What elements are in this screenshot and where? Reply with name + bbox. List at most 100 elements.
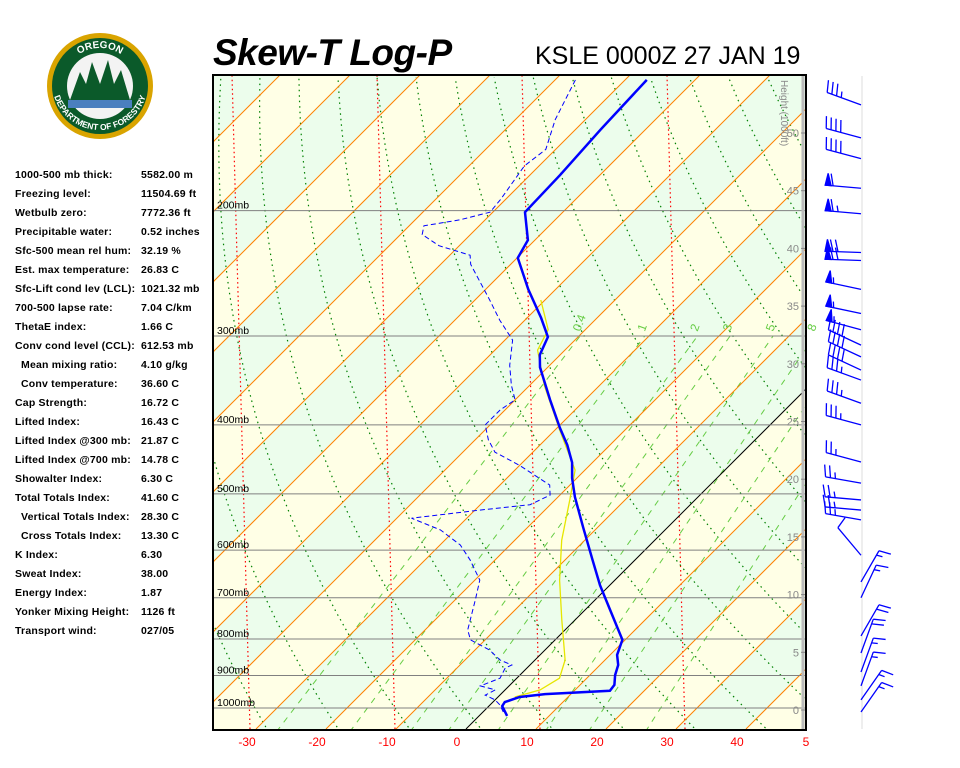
wind-barb-feather: [878, 550, 892, 555]
height-tick-label: 45: [787, 186, 799, 198]
temperature-band: [214, 76, 805, 701]
stat-value: 28.30 C: [141, 511, 180, 523]
isotherm-line: [465, 389, 805, 729]
wind-barb-feather: [824, 501, 827, 514]
mixing-ratio-line: [351, 335, 646, 729]
isobar-label: 1000mb: [217, 697, 255, 709]
logo-top-text: OREGON: [75, 40, 125, 57]
stat-label: Conv cond level (CCL):: [15, 340, 135, 352]
height-tick-label: 20: [787, 474, 799, 486]
stat-value: 11504.69 ft: [141, 188, 197, 200]
mixing-ratio-label: 3: [720, 322, 736, 333]
stat-label: Lifted Index @700 mb:: [15, 454, 131, 466]
red-dotted-guide: [376, 76, 396, 729]
wind-barb-feather: [826, 80, 830, 93]
x-tick-label: -20: [308, 735, 326, 749]
stat-label: Total Totals Index:: [15, 492, 110, 504]
isobar-label: 200mb: [217, 200, 249, 212]
dry-adiabat: [807, 78, 960, 732]
stat-value: 6.30 C: [141, 473, 174, 485]
stat-label: Sfc-Lift cond lev (LCL):: [15, 283, 136, 295]
wind-barb-feather: [835, 382, 839, 395]
x-tick-label: 10: [520, 735, 534, 749]
wind-barb-staff: [860, 669, 883, 701]
x-tick-label: 20: [590, 735, 604, 749]
wind-barbs: [822, 76, 894, 729]
x-tick-label: -30: [238, 735, 256, 749]
wind-barb: [826, 355, 862, 381]
mixing-ratio-line: [411, 335, 698, 729]
stat-value: 16.43 C: [141, 416, 180, 428]
isotherm-line: [214, 76, 700, 562]
wind-barb: [827, 317, 862, 346]
stat-label: Yonker Mixing Height:: [15, 606, 130, 618]
stat-value: 612.53 mb: [141, 340, 194, 352]
dry-adiabat: [924, 78, 960, 732]
wind-barb-flag: [824, 198, 832, 212]
plot-border: [212, 74, 807, 731]
wind-barb-half-feather: [871, 642, 878, 645]
mixing-ratio-label: 5: [763, 322, 779, 333]
wind-barb-half-feather: [876, 554, 883, 558]
logo-trees-icon: [70, 60, 130, 100]
wind-barb-staff: [826, 414, 862, 426]
wind-barb-staff: [826, 367, 862, 381]
wind-barb: [860, 550, 892, 583]
stat-label: Lifted Index @300 mb:: [15, 435, 131, 447]
wind-barb-staff: [860, 564, 877, 599]
wind-barb: [827, 342, 862, 371]
wind-barb-feather: [827, 484, 831, 498]
mixing-ratio-label: 0.4: [570, 312, 589, 333]
isobar-label: 600mb: [217, 539, 249, 551]
wind-barb-staff: [826, 390, 862, 404]
temperature-band: [816, 75, 960, 729]
wind-barb-feather: [832, 331, 836, 344]
height-tick-label: 0: [793, 705, 799, 717]
wind-barb-staff: [860, 550, 880, 583]
wind-barb: [860, 669, 894, 701]
wind-barb-feather: [836, 346, 841, 360]
stat-label: Mean mixing ratio:: [21, 359, 118, 371]
height-axis-label: Height (1000ft): [778, 80, 789, 146]
wind-barb-feather: [841, 323, 845, 337]
wind-barb-feather: [836, 333, 841, 347]
isobar-label: 500mb: [217, 483, 249, 495]
isobar-label: 400mb: [217, 414, 249, 426]
mixing-ratio-line: [448, 335, 731, 729]
stat-value: 1021.32 mb: [141, 283, 200, 295]
wind-barb-staff: [860, 637, 874, 673]
wind-barb-half-feather: [871, 656, 878, 659]
station-time: KSLE 0000Z 27 JAN 19: [535, 42, 801, 70]
wind-barb-flag: [824, 173, 832, 187]
dry-adiabat: [258, 77, 482, 729]
stat-label: Showalter Index:: [15, 473, 103, 485]
wind-barb-feather: [827, 342, 832, 355]
wind-barb-feather: [831, 81, 834, 95]
wind-barb-feather: [826, 378, 830, 392]
wind-barb-feather: [832, 344, 836, 358]
stat-value: 16.72 C: [141, 397, 180, 409]
red-dotted-guide: [521, 76, 541, 729]
isotherm-line: [675, 599, 805, 729]
stat-value: 14.78 C: [141, 454, 180, 466]
wind-barb-flag: [824, 270, 833, 284]
wind-barb-half-feather: [873, 569, 881, 572]
height-tick-label: 15: [787, 532, 799, 544]
wind-barb-feather: [832, 319, 836, 333]
height-tick-label: 35: [787, 301, 799, 313]
stat-value: 41.60 C: [141, 492, 180, 504]
wind-barb: [824, 501, 862, 521]
wind-barb-feather: [841, 335, 845, 349]
wind-barb: [860, 681, 894, 713]
wind-barb: [824, 239, 862, 254]
stat-label: Transport wind:: [15, 625, 97, 637]
isotherm-line: [395, 319, 805, 729]
wind-barb: [837, 517, 862, 556]
wind-barb-staff: [860, 618, 874, 654]
wind-barb-half-feather: [833, 501, 836, 508]
wind-barb-feather: [873, 618, 886, 622]
wind-barb-staff: [860, 604, 880, 637]
height-tick-label: 10: [787, 590, 799, 602]
wind-barb-half-feather: [840, 91, 843, 98]
